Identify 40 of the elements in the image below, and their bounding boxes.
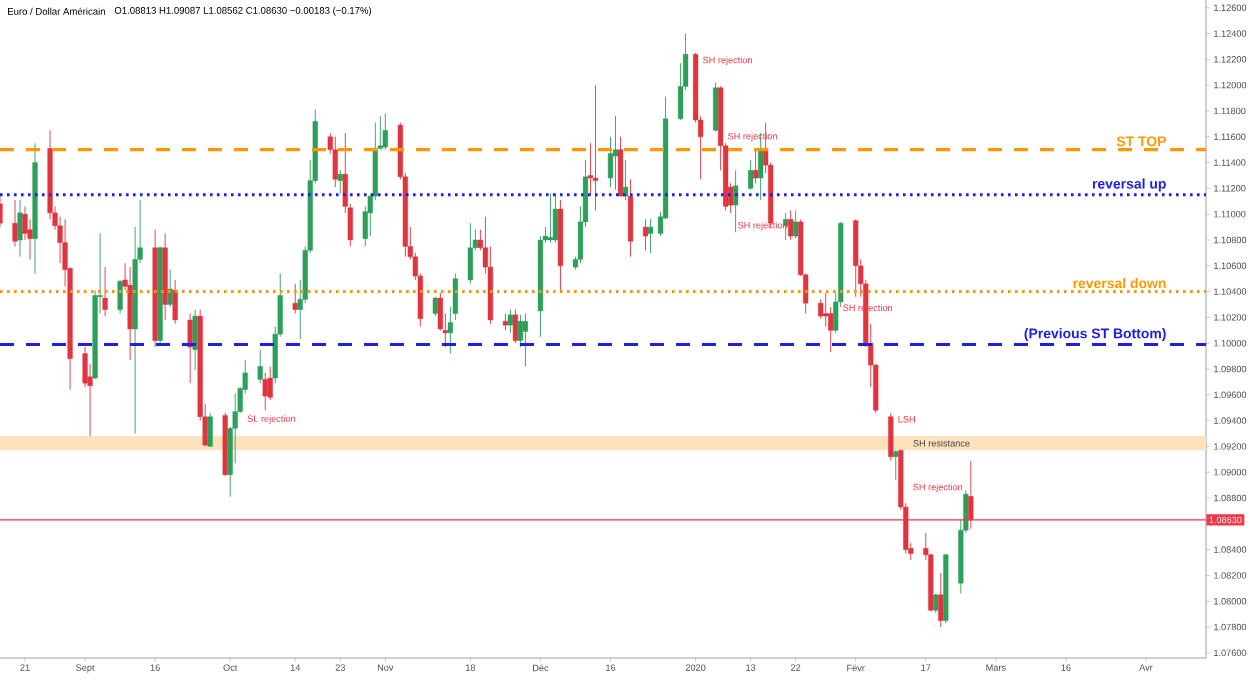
candlestick: [642, 218, 649, 251]
candlestick: [207, 412, 213, 447]
candlestick: [627, 178, 634, 258]
candlestick: [748, 159, 754, 191]
candlestick: [167, 269, 173, 308]
candlestick: [12, 199, 18, 247]
candlestick: [257, 349, 263, 384]
candlestick: [933, 593, 939, 614]
candlestick: [853, 218, 859, 298]
candlestick: [187, 313, 193, 384]
candlestick: [617, 136, 624, 197]
candlestick: [753, 149, 759, 184]
candlestick: [382, 113, 388, 151]
candlestick: [612, 115, 619, 191]
candlestick: [332, 136, 338, 188]
candlestick: [938, 572, 944, 628]
candlestick: [172, 279, 178, 325]
candlestick: [512, 309, 519, 344]
candlestick: [127, 266, 133, 361]
candlestick: [337, 169, 343, 194]
candlestick: [647, 218, 654, 254]
candlestick: [713, 82, 719, 133]
candlestick: [793, 209, 799, 240]
candlestick: [522, 313, 529, 367]
candlestick: [818, 298, 824, 320]
candlestick: [888, 412, 894, 462]
candlestick: [192, 309, 198, 371]
candlestick: [292, 283, 298, 314]
candlestick: [788, 209, 794, 241]
candlestick: [17, 199, 23, 258]
candlestick: [823, 292, 829, 327]
candlestick: [893, 449, 899, 481]
candlestick: [733, 169, 739, 233]
candlestick: [968, 460, 974, 530]
candlestick: [467, 222, 473, 285]
candlestick: [262, 372, 268, 411]
candlestick: [622, 159, 629, 201]
candlestick: [592, 84, 599, 211]
candlestick: [117, 279, 123, 314]
candlestick: [102, 266, 108, 317]
